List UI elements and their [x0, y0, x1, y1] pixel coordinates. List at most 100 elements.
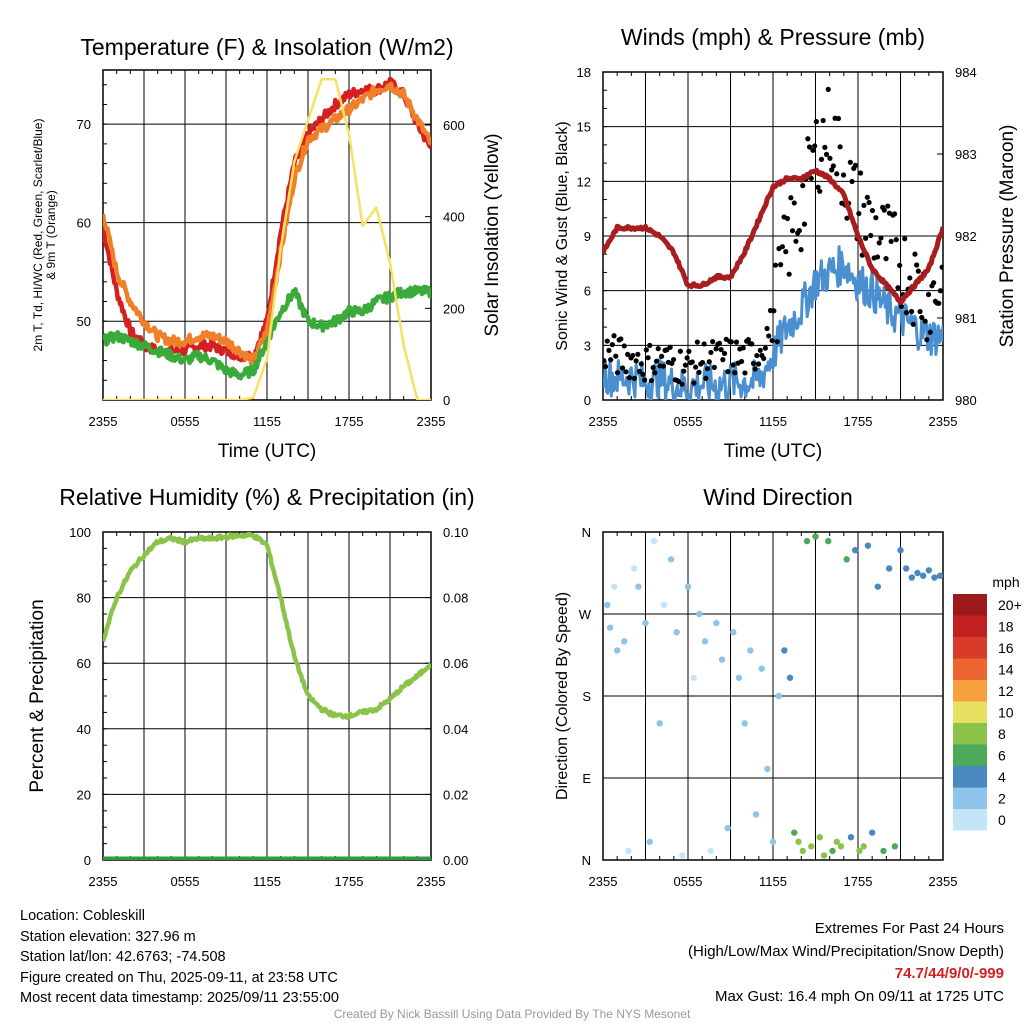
direction-point — [741, 720, 748, 727]
gust-point — [642, 377, 648, 383]
pressure-line — [603, 167, 943, 305]
gust-point — [902, 236, 908, 242]
y2-tick-label: 0.04 — [443, 722, 468, 737]
direction-point — [713, 619, 720, 627]
direction-point — [701, 638, 709, 645]
x-tick-label: 2355 — [589, 874, 618, 889]
station-location: Location: Cobleskill — [20, 908, 145, 924]
gust-point — [861, 202, 867, 208]
gust-point — [659, 353, 665, 359]
y2-tick-label: 980 — [955, 393, 977, 408]
legend-label: 10 — [998, 705, 1014, 721]
gust-point — [891, 211, 898, 217]
gust-point — [912, 251, 918, 257]
direction-point — [679, 852, 686, 859]
extremes-title: Extremes For Past 24 Hours — [814, 920, 1004, 937]
gust-point — [873, 215, 879, 221]
direction-point — [735, 674, 743, 681]
gust-point — [922, 318, 928, 324]
gust-point — [844, 215, 850, 221]
station-info: Location: Cobleskill Station elevation: … — [20, 906, 339, 1009]
gust-point — [774, 339, 780, 345]
gust-point — [840, 172, 847, 178]
gust-point — [603, 358, 607, 364]
x-tick-label: 2355 — [589, 414, 618, 429]
gust-point — [825, 86, 831, 92]
gust-point — [936, 300, 942, 306]
gust-point — [740, 345, 746, 351]
direction-point — [843, 556, 850, 563]
gust-point — [868, 232, 874, 239]
gust-point — [626, 375, 632, 381]
gust-point — [914, 262, 920, 268]
gust-point — [931, 280, 937, 286]
direction-point — [925, 567, 933, 574]
legend-title: mph — [992, 574, 1019, 590]
gust-point — [925, 291, 932, 298]
direction-point — [775, 692, 782, 700]
x-tick-label: 1755 — [844, 874, 873, 889]
direction-point — [803, 537, 811, 545]
gust-point — [701, 341, 707, 347]
gust-point — [939, 264, 943, 270]
x-tick-label: 1755 — [335, 414, 364, 429]
y-tick-label: 50 — [77, 314, 91, 329]
gust-point — [618, 336, 624, 342]
station-latlon: Station lat/lon: 42.6763; -74.508 — [20, 949, 226, 965]
x-tick-label: 1155 — [759, 414, 787, 429]
gust-point — [863, 235, 869, 241]
x-tick-label: 2355 — [929, 874, 958, 889]
gust-point — [761, 355, 767, 362]
direction-point — [864, 542, 872, 549]
legend-swatch — [953, 680, 987, 702]
legend-label: 14 — [998, 662, 1014, 678]
y2-tick-label: 400 — [443, 210, 465, 225]
panel-title-1: Winds (mph) & Pressure (mb) — [621, 24, 925, 50]
x-tick-label: 2355 — [89, 414, 118, 429]
y-tick-label: 12 — [577, 174, 591, 189]
figure-created: Figure created on Thu, 2025-09-11, at 23… — [20, 969, 338, 986]
y-tick-label: 80 — [77, 591, 91, 606]
plot-area-0 — [103, 76, 431, 400]
direction-point — [908, 574, 916, 581]
direction-point — [724, 824, 731, 832]
direction-point — [856, 847, 863, 855]
direction-point — [914, 569, 921, 577]
gust-point — [895, 285, 901, 291]
legend-swatch — [953, 701, 987, 723]
direction-point — [606, 624, 614, 631]
legend-label: 0 — [998, 812, 1006, 828]
plot-area-2 — [103, 532, 431, 860]
gust-point — [603, 363, 609, 370]
gust-point — [693, 364, 699, 370]
y-tick-label: 60 — [77, 656, 91, 671]
gust-point — [725, 369, 731, 375]
direction-point — [902, 565, 910, 572]
gust-point — [689, 359, 695, 365]
direction-point — [621, 638, 628, 645]
gust-point — [866, 199, 872, 206]
gust-point — [818, 156, 825, 162]
y-axis-label: & 9m T (Orange) — [44, 190, 58, 280]
y-tick-label: 40 — [77, 722, 91, 737]
gust-point — [805, 136, 811, 142]
gust-point — [783, 249, 789, 255]
plot-area-3 — [604, 533, 943, 859]
gust-point — [784, 215, 791, 222]
gust-point — [679, 381, 685, 387]
y-tick-label: 0 — [84, 853, 91, 868]
y-tick-label: 9 — [584, 229, 591, 244]
direction-point — [799, 847, 806, 855]
gust-point — [791, 200, 797, 206]
y-tick-label: N — [582, 525, 591, 540]
extremes-subtitle: (High/Low/Max Wind/Precipitation/Snow De… — [688, 942, 1004, 960]
gust-point — [681, 368, 687, 374]
direction-point — [642, 619, 649, 627]
gust-point — [716, 340, 723, 346]
gust-point — [710, 339, 716, 345]
gust-point — [696, 369, 702, 375]
direction-point — [812, 533, 819, 540]
recent-data-timestamp: Most recent data timestamp: 2025/09/11 2… — [20, 990, 339, 1006]
gust-point — [883, 256, 889, 262]
gust-point — [757, 347, 763, 353]
